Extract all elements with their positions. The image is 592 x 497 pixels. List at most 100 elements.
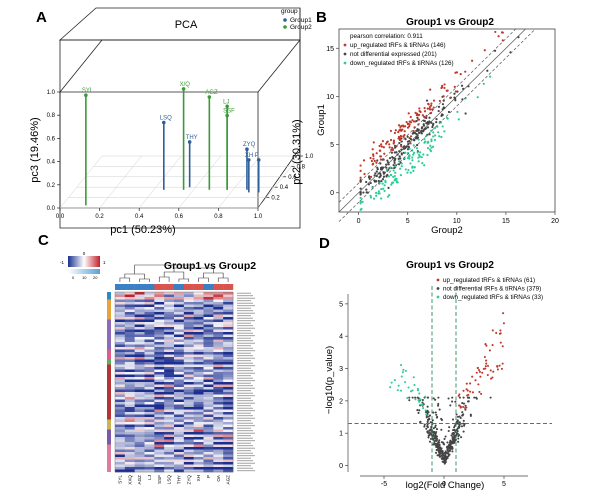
heatmap-cell [115, 297, 126, 300]
scatter-point [418, 153, 421, 156]
scatter-point [359, 169, 362, 172]
scatter-point [409, 121, 413, 124]
heatmap-cell [164, 432, 175, 435]
volcano-point [442, 457, 445, 461]
scatter-point [412, 144, 415, 147]
pca-point-label: SYL [82, 88, 94, 94]
scatter-point [433, 138, 437, 142]
heatmap-cell [124, 297, 135, 300]
heatmap-key-tick: 0 [83, 251, 86, 256]
heatmap-cell [183, 449, 194, 453]
heatmap-cell [193, 394, 204, 398]
heatmap-cell [174, 462, 185, 465]
volcano-point [437, 396, 440, 399]
volcano-point [454, 400, 457, 403]
heatmap-cell [164, 344, 175, 348]
scatter-point [382, 146, 385, 149]
scatter-point [395, 181, 399, 184]
heatmap-key-tick: -1 [60, 260, 64, 265]
scatter-point [417, 156, 420, 159]
pca-floor-grid [59, 155, 301, 209]
scatter-point [359, 176, 362, 179]
volcano-y-tick-label: 3 [339, 366, 343, 373]
heatmap-cell [193, 324, 204, 328]
pca-point-label: X/Q [180, 82, 191, 88]
heatmap-row-label [237, 435, 251, 437]
heatmap-cell [144, 352, 155, 355]
heatmap-cell [223, 302, 234, 305]
heatmap-cell [183, 429, 194, 433]
pca-point [84, 93, 88, 97]
volcano-point [435, 430, 438, 434]
scatter-point [389, 173, 392, 177]
scatter-point [419, 151, 422, 154]
volcano-point [458, 415, 461, 418]
heatmap-cell [213, 332, 224, 335]
heatmap-cell [223, 312, 234, 315]
heatmap-cell [134, 297, 145, 300]
heatmap-cell [154, 349, 165, 353]
heatmap-cell [193, 354, 204, 358]
volcano-point [435, 416, 438, 419]
scatter-point [443, 86, 446, 90]
scatter-point [361, 200, 364, 203]
scatter-point [431, 124, 435, 127]
heatmap-cell [154, 392, 165, 395]
pca-point [245, 147, 249, 151]
heatmap-cell [213, 434, 224, 438]
heatmap-cell [115, 364, 126, 368]
heatmap-cell [115, 467, 126, 470]
heatmap-cell [115, 414, 126, 418]
heatmap-row-label [237, 305, 255, 307]
heatmap-cell [134, 409, 145, 413]
heatmap-cell [223, 389, 234, 393]
volcano-point [461, 402, 464, 405]
scatter-point [379, 158, 382, 161]
heatmap-cell [174, 407, 185, 410]
heatmap-cell [203, 399, 214, 403]
heatmap-cell [164, 377, 175, 380]
scatter-point [430, 104, 433, 107]
heatmap-cell [213, 317, 224, 320]
heatmap-column-label: THY [176, 475, 181, 484]
heatmap-cell [203, 404, 214, 408]
pca-legend-title: group [281, 8, 298, 15]
heatmap-cell [213, 307, 224, 310]
heatmap-cell [203, 342, 214, 345]
heatmap-cell [193, 439, 204, 443]
heatmap-cell [115, 314, 126, 318]
heatmap-cell [154, 299, 165, 303]
heatmap-row-label [237, 352, 251, 354]
volcano-point [489, 396, 492, 399]
heatmap-cell [154, 449, 165, 453]
volcano-point [411, 396, 414, 399]
heatmap-column-label: OA [216, 474, 221, 482]
volcano-x-tick-label: -5 [381, 481, 387, 488]
heatmap-cell [154, 429, 165, 433]
heatmap-title: Group1 vs Group2 [164, 260, 256, 272]
heatmap-cell [154, 397, 165, 400]
volcano-point [414, 396, 417, 399]
scatter-point [359, 164, 362, 167]
heatmap-cell [213, 319, 224, 323]
heatmap-cell [193, 334, 204, 338]
heatmap-cell [213, 322, 224, 325]
heatmap-cell [164, 417, 175, 420]
heatmap-group-cell [174, 284, 185, 290]
heatmap-row-label [237, 365, 255, 367]
heatmap-cell [124, 392, 135, 395]
heatmap-cell [144, 372, 155, 375]
heatmap-cell [193, 434, 204, 438]
scatter-point [399, 125, 402, 129]
heatmap-cell [124, 349, 135, 353]
scatter-point [370, 159, 373, 163]
heatmap-cell [154, 347, 165, 350]
heatmap-cell [174, 362, 185, 365]
heatmap-cell [223, 404, 234, 408]
heatmap-cell [164, 307, 175, 310]
heatmap-cell [144, 429, 155, 433]
heatmap-cell [193, 372, 204, 375]
heatmap-cell [164, 299, 175, 303]
scatter-point [387, 175, 391, 178]
heatmap-cell [144, 467, 155, 470]
